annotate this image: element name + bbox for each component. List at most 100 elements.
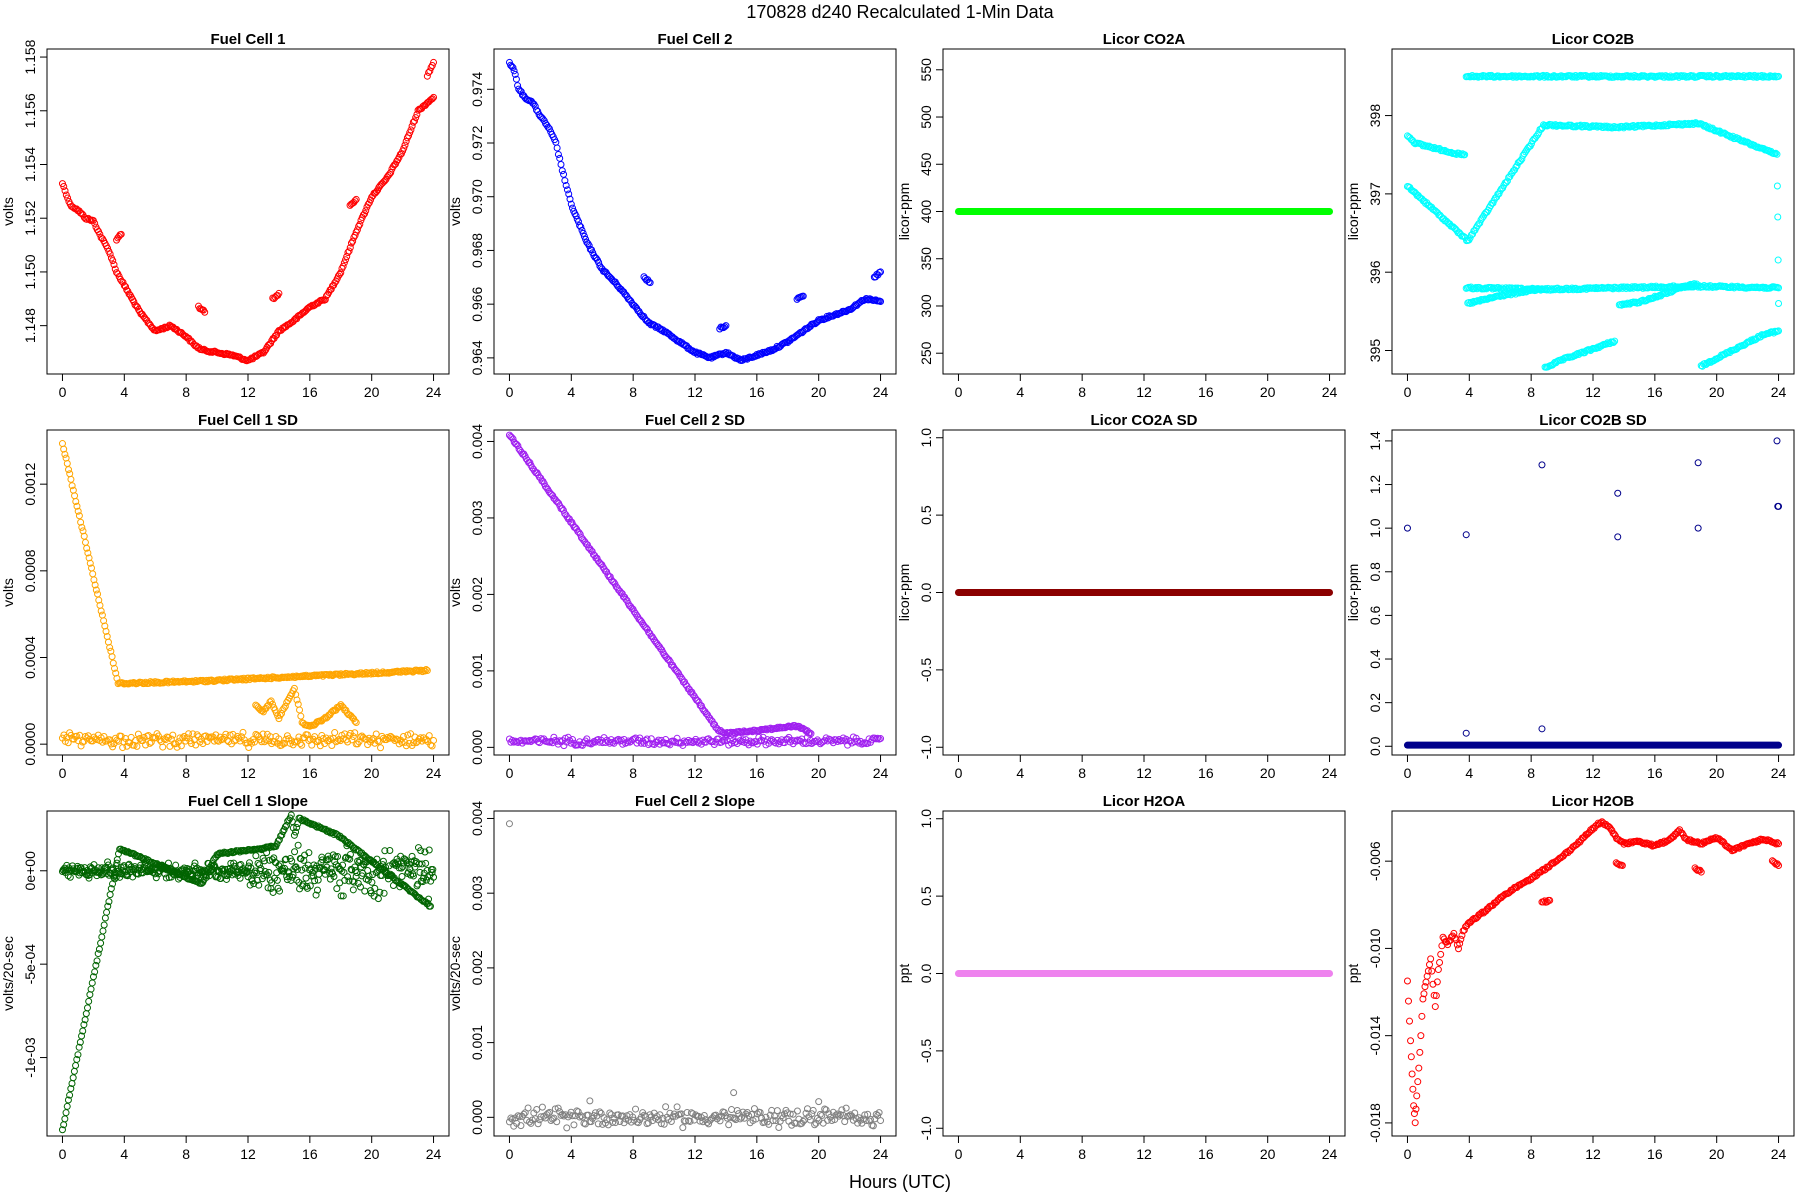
data-point: [510, 67, 518, 75]
data-point: [1773, 150, 1781, 158]
data-point: [293, 876, 301, 884]
data-point: [388, 871, 396, 879]
x-tick-label: 12: [1136, 384, 1152, 400]
data-point: [561, 177, 569, 185]
data-point: [296, 740, 304, 748]
data-point: [89, 973, 97, 981]
data-point: [1583, 830, 1591, 838]
data-point: [632, 303, 640, 311]
data-point: [66, 873, 74, 881]
data-point: [767, 346, 775, 354]
plot-frame: [46, 48, 450, 375]
x-tick-label: 16: [749, 1146, 765, 1162]
data-point: [300, 856, 308, 864]
data-point: [1774, 213, 1782, 221]
data-point: [265, 868, 273, 876]
data-point: [311, 733, 319, 741]
data-point: [507, 61, 515, 69]
x-tick-label: 4: [567, 384, 575, 400]
data-point: [336, 270, 344, 278]
data-point: [364, 876, 372, 884]
data-point: [418, 860, 426, 868]
data-point: [403, 859, 411, 867]
data-point: [97, 939, 105, 947]
data-point: [1478, 214, 1486, 222]
data-point: [570, 1121, 578, 1129]
data-point: [162, 874, 170, 882]
data-point: [807, 730, 815, 738]
y-tick-label: 0.002: [469, 577, 485, 612]
data-point: [720, 1108, 728, 1116]
data-point: [312, 891, 320, 899]
data-point: [818, 1112, 826, 1120]
data-point: [1436, 958, 1444, 966]
data-point: [1597, 819, 1605, 827]
data-point: [73, 502, 81, 510]
data-point: [686, 738, 694, 746]
data-point: [579, 229, 587, 237]
data-point: [145, 320, 153, 328]
data-point: [556, 737, 564, 745]
x-tick-label: 0: [59, 765, 67, 781]
y-tick-label: 0.4: [1367, 649, 1383, 669]
data-point: [609, 1118, 617, 1126]
data-point: [1731, 135, 1739, 143]
data-point: [346, 244, 354, 252]
data-point: [293, 824, 301, 832]
x-tick-label: 12: [1136, 765, 1152, 781]
data-point: [576, 1113, 584, 1121]
data-point: [1772, 149, 1780, 157]
chart-title: Fuel Cell 1: [210, 31, 285, 48]
data-point: [1577, 349, 1585, 357]
data-point: [716, 1117, 724, 1125]
y-tick-label: 395: [1367, 339, 1383, 363]
data-point: [1775, 284, 1783, 292]
data-point: [373, 855, 381, 863]
data-point: [779, 1114, 787, 1122]
data-point: [316, 742, 324, 750]
data-point: [159, 743, 167, 751]
data-point: [1410, 1110, 1418, 1118]
data-point: [766, 1111, 774, 1119]
data-point: [93, 957, 101, 965]
data-point: [1673, 828, 1681, 836]
data-point: [331, 858, 339, 866]
data-point: [505, 431, 513, 439]
data-point: [273, 876, 281, 884]
x-tick-label: 8: [182, 765, 190, 781]
data-point: [344, 854, 352, 862]
chart-panel: Fuel Cell 1 SD0 4 8 12 16 20 240.00000.00040.0…: [0, 412, 450, 781]
x-tick-label: 0: [955, 765, 963, 781]
data-point: [365, 872, 373, 880]
data-point: [583, 541, 591, 549]
plot-frame: [1391, 48, 1795, 375]
data-point: [379, 857, 387, 865]
data-point: [430, 873, 438, 881]
data-point: [90, 576, 98, 584]
y-tick-label: 397: [1367, 182, 1383, 206]
data-point: [275, 735, 283, 743]
data-point: [91, 968, 99, 976]
data-point: [337, 892, 345, 900]
data-point: [386, 847, 394, 855]
data-point: [1403, 977, 1411, 985]
x-tick-label: 8: [182, 1146, 190, 1162]
data-point: [618, 590, 626, 598]
data-point: [281, 856, 289, 864]
data-point: [276, 887, 284, 895]
data-point: [120, 862, 128, 870]
data-point: [725, 1121, 733, 1129]
data-point: [877, 1117, 885, 1125]
data-point: [355, 738, 363, 746]
x-tick-label: 12: [240, 1146, 256, 1162]
data-point: [1700, 122, 1708, 130]
data-point: [78, 1032, 86, 1040]
data-point: [426, 902, 434, 910]
y-tick-label: 0.004: [469, 801, 485, 836]
data-point: [185, 730, 193, 738]
data-point: [630, 608, 638, 616]
data-point: [815, 1098, 823, 1106]
data-point: [1611, 337, 1619, 345]
